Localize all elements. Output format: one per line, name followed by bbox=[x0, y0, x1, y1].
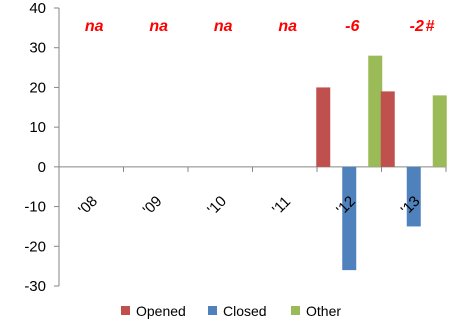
y-tick-label: 20 bbox=[29, 79, 46, 96]
bar-closed bbox=[342, 166, 357, 271]
y-tick-label: 10 bbox=[29, 119, 46, 136]
annotation-label: na bbox=[85, 18, 104, 35]
annotation-label: -2 bbox=[410, 18, 424, 35]
y-tick-label: 30 bbox=[29, 40, 46, 57]
y-tick-label: -10 bbox=[24, 199, 46, 216]
x-tick-label: '09 bbox=[140, 193, 166, 219]
bar-closed bbox=[406, 166, 421, 227]
bar-opened bbox=[316, 87, 331, 167]
legend-swatch bbox=[291, 306, 300, 315]
legend-label: Opened bbox=[136, 303, 186, 319]
y-tick-label: 40 bbox=[29, 0, 46, 17]
annotation-label: na bbox=[278, 18, 297, 35]
legend-label: Other bbox=[306, 303, 341, 319]
y-tick-label: -20 bbox=[24, 238, 46, 255]
annotation-extra: # bbox=[426, 18, 435, 35]
x-tick-label: '10 bbox=[204, 193, 230, 219]
x-axis: '08'09'10'11'12'13 bbox=[75, 193, 423, 219]
annotations: na na na na -6 -2 # bbox=[85, 18, 435, 35]
y-tick-label: 0 bbox=[38, 159, 46, 176]
x-tick-label: '11 bbox=[269, 193, 294, 218]
bars bbox=[316, 55, 447, 271]
x-tick-label: '08 bbox=[75, 193, 101, 219]
bar-opened bbox=[380, 91, 395, 167]
bar-other bbox=[368, 55, 383, 167]
legend-label: Closed bbox=[223, 303, 267, 319]
legend-swatch bbox=[208, 306, 217, 315]
legend-swatch bbox=[121, 306, 130, 315]
legend: Opened Closed Other bbox=[121, 303, 341, 319]
y-tick-label: -30 bbox=[24, 278, 46, 295]
annotation-label: na bbox=[214, 18, 233, 35]
annotation-label: -6 bbox=[345, 18, 359, 35]
y-axis: -30 -20 -10 0 10 20 30 40 bbox=[24, 0, 59, 295]
bar-other bbox=[432, 95, 447, 167]
annotation-label: na bbox=[149, 18, 168, 35]
